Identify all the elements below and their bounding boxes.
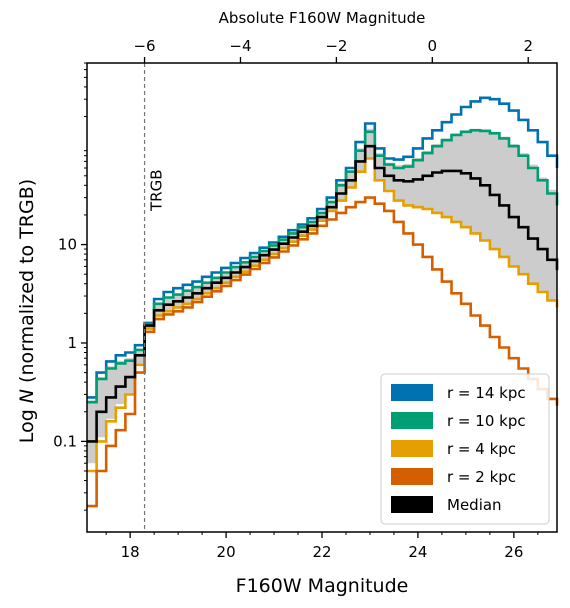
y-tick-label: 1 xyxy=(67,334,77,352)
legend-swatch xyxy=(391,440,433,457)
series-line-median xyxy=(87,144,559,443)
top-tick-label: −4 xyxy=(229,37,251,55)
legend-label: Median xyxy=(447,496,502,514)
x-tick-label: 24 xyxy=(408,543,427,561)
legend-box xyxy=(380,373,550,525)
legend-swatch xyxy=(391,384,433,401)
series-line-r-2-kpc xyxy=(87,196,559,508)
x-tick-label: 22 xyxy=(312,543,331,561)
bottom-x-axis: 18 20 22 24 26 xyxy=(105,532,539,561)
y-axis-title-log: Log xyxy=(16,403,38,443)
legend-swatch xyxy=(391,496,433,513)
top-tick-label: 0 xyxy=(428,37,438,55)
top-tick-label: −6 xyxy=(133,37,155,55)
legend-swatch xyxy=(391,412,433,429)
x-tick-label: 18 xyxy=(121,543,140,561)
x-tick-label: 26 xyxy=(504,543,523,561)
legend-swatch xyxy=(391,468,433,485)
series-layer xyxy=(87,96,559,508)
top-tick-label: 2 xyxy=(523,37,533,55)
legend: r = 14 kpc r = 10 kpc r = 4 kpc r = 2 kpc Me… xyxy=(380,373,550,525)
trgb-label: TRGB xyxy=(148,170,166,213)
legend-label: r = 2 kpc xyxy=(447,468,516,486)
trgb-layer: TRGB xyxy=(143,63,166,532)
y-axis-title-rest: (normalized to TRGB) xyxy=(16,179,38,389)
legend-label: r = 10 kpc xyxy=(447,412,526,430)
x-tick-label: 20 xyxy=(217,543,236,561)
legend-label: r = 14 kpc xyxy=(447,384,526,402)
top-axis-title: Absolute F160W Magnitude xyxy=(219,9,426,27)
x-axis-title: F160W Magnitude xyxy=(236,575,409,597)
y-tick-label: 10 xyxy=(58,236,77,254)
top-x-axis: −6 −4 −2 0 2 xyxy=(133,37,533,63)
y-tick-label: 0.1 xyxy=(53,432,77,450)
y-axis-title: Log N (normalized to TRGB) xyxy=(16,179,38,443)
legend-label: r = 4 kpc xyxy=(447,440,516,458)
top-tick-label: −2 xyxy=(325,37,347,55)
y-axis: 0.1 1 10 xyxy=(53,62,87,511)
y-axis-title-n: N xyxy=(16,389,38,403)
